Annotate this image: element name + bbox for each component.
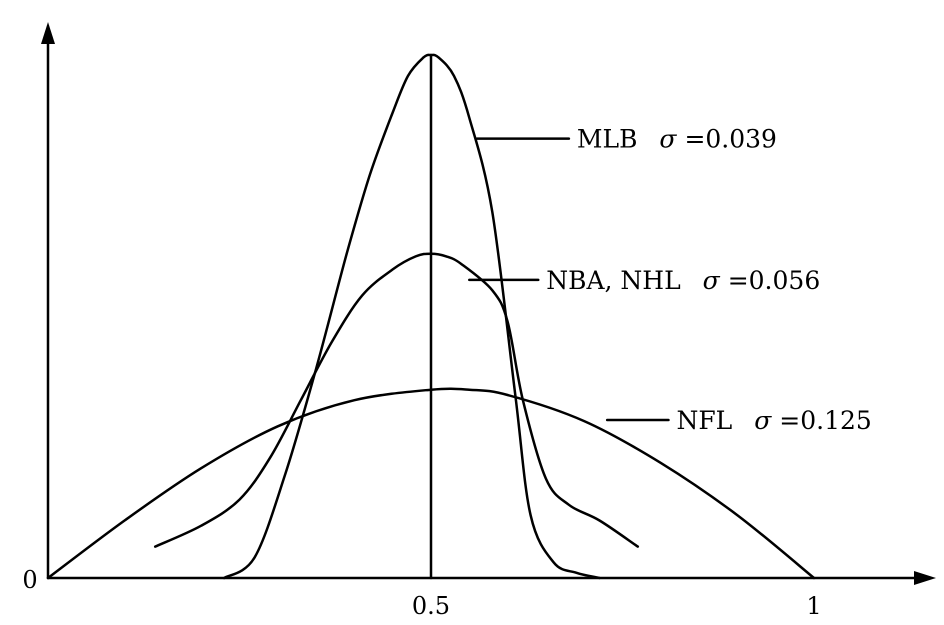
series-label-mlb: MLB σ =0.039 xyxy=(577,125,777,154)
sigma-symbol: σ xyxy=(754,406,772,435)
x-axis-arrow xyxy=(914,571,936,585)
series-label-nfl: NFL σ =0.125 xyxy=(676,406,871,435)
series-line-mlb xyxy=(222,53,601,580)
series-name: MLB xyxy=(577,125,638,154)
series-line-nba-nhl xyxy=(153,252,640,548)
x-tick-label: 1 xyxy=(806,592,821,620)
y-axis-arrow xyxy=(41,22,55,44)
series-label-nba-nhl: NBA, NHL σ =0.056 xyxy=(546,266,820,295)
x-tick-label: 0.5 xyxy=(412,592,450,620)
series-line-nfl xyxy=(46,387,816,580)
sigma-value: =0.125 xyxy=(779,406,872,435)
sigma-value: =0.039 xyxy=(684,125,777,154)
series-name: NBA, NHL xyxy=(546,266,680,295)
sigma-value: =0.056 xyxy=(728,266,821,295)
sigma-symbol: σ xyxy=(659,125,677,154)
origin-label: 0 xyxy=(22,566,37,594)
series-name: NFL xyxy=(676,406,732,435)
sigma-symbol: σ xyxy=(703,266,721,295)
